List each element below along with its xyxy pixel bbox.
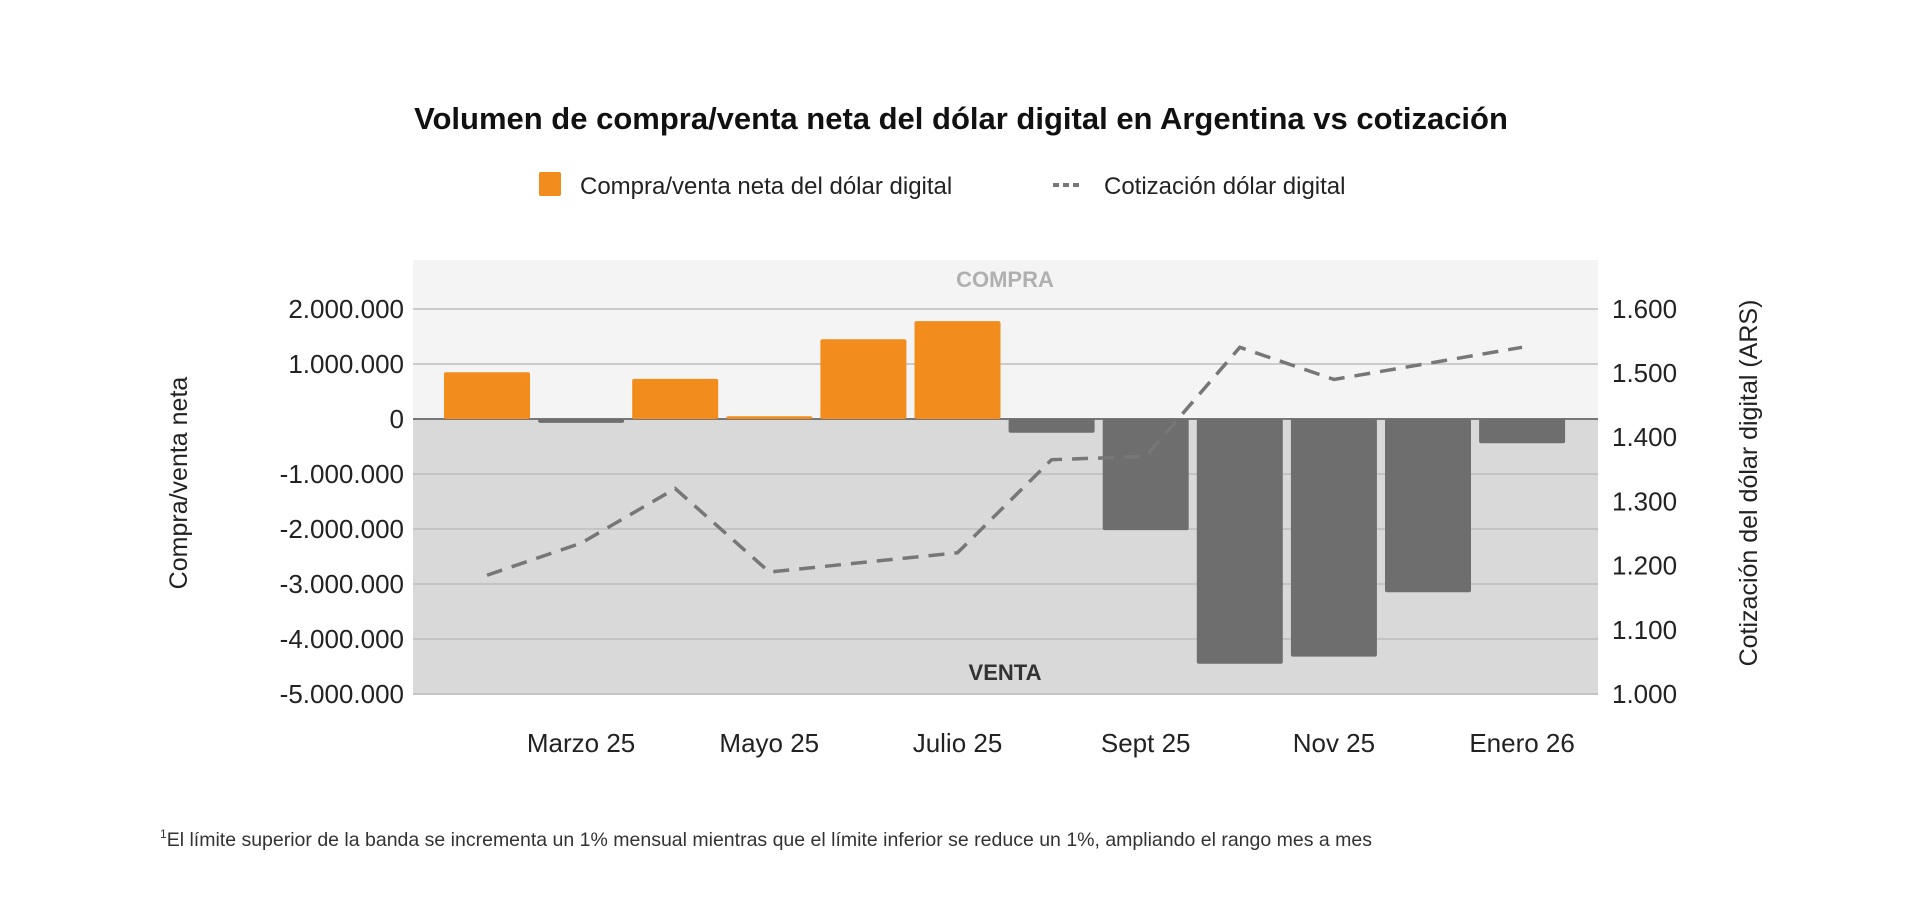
- x-tick-label: Nov 25: [1293, 728, 1375, 758]
- y-right-tick-label: 1.600: [1612, 294, 1677, 324]
- zone-compra-bg: [413, 260, 1598, 419]
- plot-area: [413, 260, 1598, 695]
- bar: [820, 339, 907, 419]
- y-right-tick-label: 1.500: [1612, 358, 1677, 388]
- x-tick-label: Enero 26: [1469, 728, 1575, 758]
- legend-swatch-bar: [539, 172, 561, 196]
- zone-label-venta: VENTA: [969, 660, 1042, 685]
- x-tick-label: Mayo 25: [719, 728, 819, 758]
- y-right-tick-label: 1.100: [1612, 615, 1677, 645]
- bar: [1479, 419, 1566, 444]
- y-left-tick-label: -1.000.000: [280, 459, 404, 489]
- bar: [1196, 419, 1283, 664]
- y-right-tick-label: 1.000: [1612, 679, 1677, 709]
- zone-label-compra: COMPRA: [956, 267, 1054, 292]
- y-left-tick-label: 0: [390, 404, 404, 434]
- bar: [1385, 419, 1471, 593]
- bar: [538, 419, 625, 423]
- bar: [444, 372, 530, 419]
- y-right-axis-label: Cotización del dólar digital (ARS): [1735, 300, 1763, 667]
- footnote-mark: 1: [160, 827, 167, 841]
- bar: [726, 416, 813, 419]
- y-left-tick-label: -3.000.000: [280, 569, 404, 599]
- bar: [632, 378, 719, 419]
- y-left-tick-label: 1.000.000: [288, 349, 404, 379]
- legend: Compra/venta neta del dólar digital Coti…: [539, 172, 1345, 200]
- y-left-tick-label: -4.000.000: [280, 624, 404, 654]
- y-left-tick-label: -5.000.000: [280, 679, 404, 709]
- x-tick-label: Sept 25: [1101, 728, 1191, 758]
- y-left-tick-label: 2.000.000: [288, 294, 404, 324]
- y-right-tick-label: 1.300: [1612, 486, 1677, 516]
- y-left-tick-label: -2.000.000: [280, 514, 404, 544]
- bar: [1102, 419, 1189, 531]
- chart-title: Volumen de compra/venta neta del dólar d…: [414, 101, 1508, 136]
- bar: [1290, 419, 1377, 657]
- footnote-text: El límite superior de la banda se increm…: [167, 829, 1373, 851]
- x-tick-label: Marzo 25: [527, 728, 635, 758]
- y-right-tick-label: 1.200: [1612, 551, 1677, 581]
- legend-label-line: Cotización dólar digital: [1104, 173, 1345, 200]
- legend-label-bar: Compra/venta neta del dólar digital: [580, 173, 952, 200]
- bar: [914, 321, 1001, 419]
- footnote: 1El límite superior de la banda se incre…: [160, 827, 1372, 851]
- y-left-axis-label: Compra/venta neta: [165, 377, 193, 590]
- x-tick-label: Julio 25: [913, 728, 1003, 758]
- y-right-tick-label: 1.400: [1612, 422, 1677, 452]
- bar: [1008, 419, 1095, 433]
- cotizacion-line: [486, 345, 1523, 577]
- axis-ticks: 2.000.000 1.000.000 0 -1.000.000 -2.000.000 -…: [280, 294, 1677, 758]
